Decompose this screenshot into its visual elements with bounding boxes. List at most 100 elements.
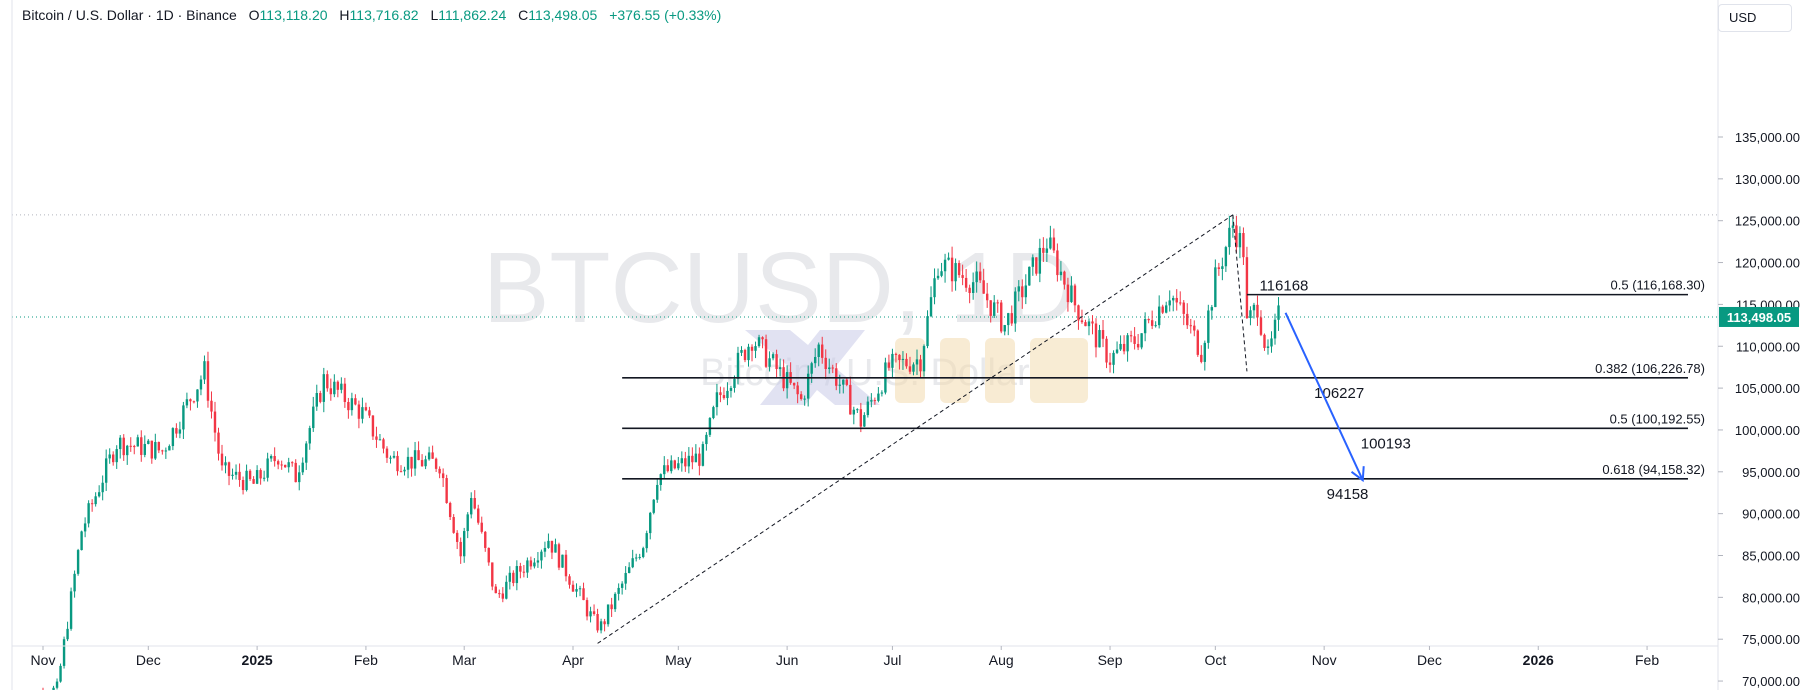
candle (1007, 312, 1010, 336)
candle (1091, 315, 1094, 335)
candle (491, 562, 494, 591)
x-axis[interactable]: Nov Dec 2025 Feb Mar Apr May Jun Jul Aug Sep Oct Nov… (31, 646, 1660, 668)
y-axis[interactable]: 135,000.00 130,000.00 125,000.00 120,000.00… (1718, 130, 1800, 689)
candle (343, 377, 347, 408)
candle (873, 397, 877, 405)
candle (62, 636, 66, 669)
candle (814, 348, 817, 368)
candle (540, 549, 543, 569)
candle (140, 430, 143, 462)
candle (427, 446, 431, 461)
candle (147, 439, 150, 445)
candle (1045, 238, 1049, 262)
candle (617, 583, 620, 601)
candle (1014, 287, 1017, 332)
candle (248, 469, 252, 481)
candle (880, 390, 884, 397)
symbol-title[interactable]: Bitcoin / U.S. Dollar · 1D · Binance (22, 7, 237, 23)
candle (740, 346, 743, 357)
projection-arrow[interactable] (1284, 312, 1364, 481)
candle (1129, 330, 1133, 343)
candle (926, 310, 929, 349)
currency-button[interactable]: USD (1718, 4, 1792, 32)
candle (1087, 318, 1091, 336)
candle (964, 269, 968, 292)
candle (705, 432, 708, 451)
candle (1256, 295, 1259, 326)
candle (743, 348, 747, 363)
candle (371, 415, 375, 441)
symbol-header: Bitcoin / U.S. Dollar · 1D · Binance O 11… (22, 7, 721, 23)
y-tick-label: 125,000.00 (1735, 214, 1800, 229)
candle (392, 451, 396, 459)
candle (283, 464, 287, 468)
candle (473, 490, 476, 510)
candle (863, 412, 866, 428)
candle (1203, 340, 1207, 371)
candle (308, 425, 311, 450)
y-tick-label: 70,000.00 (1742, 674, 1800, 689)
candle (894, 352, 898, 363)
candle (796, 381, 799, 404)
candle (326, 370, 329, 392)
fib-ratio-label: 0.618 (94,158.32) (1602, 462, 1705, 477)
candle (603, 618, 606, 632)
candle (620, 581, 624, 595)
candle (76, 548, 80, 576)
candle (550, 540, 554, 560)
candle (90, 499, 94, 512)
candle (319, 390, 322, 404)
candle (933, 268, 936, 305)
candle (294, 459, 297, 483)
candle (613, 592, 617, 612)
candle (1168, 290, 1171, 312)
open-label: O (248, 7, 260, 23)
candle (536, 552, 540, 568)
trendline[interactable] (597, 214, 1234, 644)
candle (712, 405, 715, 420)
candle (508, 566, 512, 590)
candle (936, 268, 940, 280)
candle (884, 357, 887, 395)
fib-value-label: 106227 (1314, 385, 1364, 402)
candle (1214, 259, 1217, 308)
candle (1150, 310, 1154, 330)
candle (821, 336, 824, 364)
candle (859, 402, 863, 433)
candle (1221, 257, 1224, 281)
fib-value-label: 116168 (1259, 278, 1308, 295)
candle (157, 441, 161, 454)
candle (441, 468, 445, 487)
candle (357, 400, 361, 429)
candle (519, 562, 522, 579)
low-value: 111,862.24 (438, 7, 507, 23)
candle (312, 396, 315, 432)
candle (701, 441, 705, 467)
watermark-ticker: BTCUSD, 1D (483, 232, 1078, 344)
drop-line[interactable] (1232, 214, 1248, 372)
candle (754, 341, 757, 359)
candle (66, 621, 69, 642)
candle (87, 500, 90, 528)
candle (403, 466, 406, 476)
candle (817, 342, 820, 367)
candle (136, 434, 139, 447)
candle (993, 295, 996, 319)
candle (347, 397, 350, 419)
candle (663, 456, 666, 478)
candle (1115, 341, 1119, 355)
candle (406, 447, 410, 479)
candle (210, 391, 213, 419)
candle (1193, 320, 1196, 337)
x-tick-label: Mar (452, 652, 476, 668)
candle (203, 355, 206, 385)
candle (529, 556, 533, 570)
drawings[interactable]: 0.5 (116,168.30) 116168 0.382 (106,226.78)… (597, 214, 1705, 644)
candle (122, 434, 125, 461)
candle (1010, 305, 1013, 326)
candle (1136, 334, 1140, 351)
candle (708, 417, 712, 437)
candle (747, 343, 750, 367)
